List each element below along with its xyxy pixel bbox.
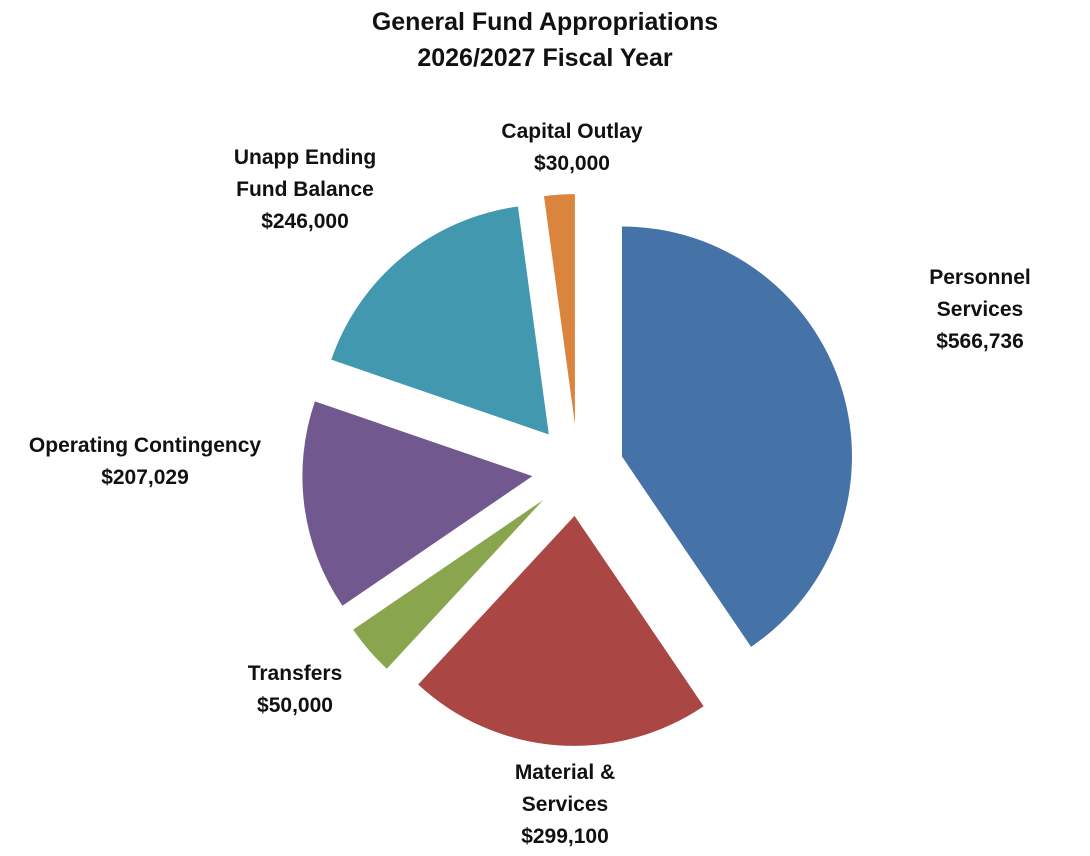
slice-label: Transfers $50,000 xyxy=(248,658,343,722)
slice-label: Capital Outlay $30,000 xyxy=(501,116,642,180)
value-label: $207,029 xyxy=(101,466,189,489)
chart-title: General Fund Appropriations xyxy=(371,8,719,36)
slice-label: Personnel Services $566,736 xyxy=(925,262,1035,358)
chart-subtitle: 2026/2027 Fiscal Year xyxy=(417,44,673,72)
value-label: $566,736 xyxy=(936,330,1024,353)
value-label: $50,000 xyxy=(257,694,333,717)
category-label: Unapp Ending Fund Balance xyxy=(233,146,377,201)
pie-slice xyxy=(302,401,533,606)
slice-label: Material & Services $299,100 xyxy=(500,757,630,853)
category-label: Personnel Services xyxy=(929,266,1031,321)
pie-slice xyxy=(621,226,852,647)
pie-slice xyxy=(353,500,544,669)
category-label: Capital Outlay xyxy=(501,120,643,143)
value-label: $299,100 xyxy=(521,825,609,848)
slice-label: Unapp Ending Fund Balance $246,000 xyxy=(220,142,390,238)
pie-slice xyxy=(331,206,549,435)
pie-slice xyxy=(544,194,575,425)
category-label: Transfers xyxy=(247,662,343,685)
slice-label: Operating Contingency $207,029 xyxy=(29,430,261,494)
value-label: $30,000 xyxy=(534,152,610,175)
value-label: $246,000 xyxy=(261,210,349,233)
pie-slice xyxy=(418,515,704,746)
category-label: Material & Services xyxy=(514,761,616,816)
category-label: Operating Contingency xyxy=(28,434,262,457)
